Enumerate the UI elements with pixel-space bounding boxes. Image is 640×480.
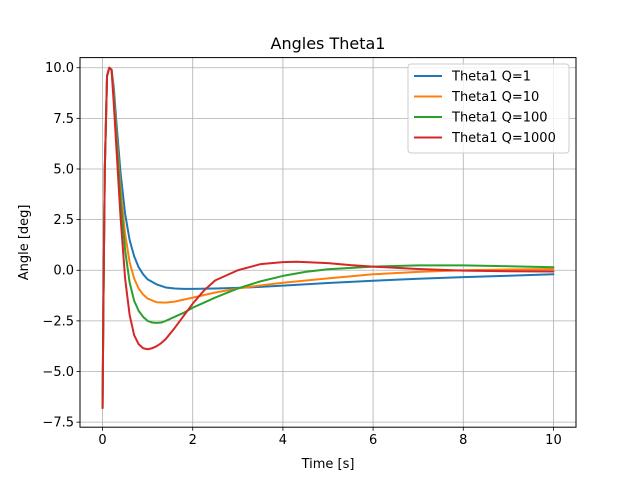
x-axis-label: Time [s] [301,457,355,472]
y-tick-label: 10.0 [45,61,74,76]
y-tick-label: 7.5 [53,112,74,127]
y-tick-label: −2.5 [42,314,74,329]
y-axis: −7.5 −5.0 −2.5 0.0 2.5 5.0 7.5 10.0 [42,61,80,431]
y-tick-label: −5.0 [42,365,74,380]
y-tick-label: 5.0 [53,162,74,177]
legend-label: Theta1 Q=10 [451,90,539,105]
series-line-4 [101,66,555,409]
legend: Theta1 Q=1 Theta1 Q=10 Theta1 Q=100 Theta1 … [407,63,570,154]
x-tick-label: 10 [545,433,562,448]
y-tick-label: −7.5 [42,416,74,431]
legend-box [407,63,570,154]
y-axis-label: Angle [deg] [17,205,32,281]
y-tick-label: 0.0 [53,264,74,279]
x-tick-label: 2 [189,433,197,448]
x-tick-label: 8 [459,433,467,448]
legend-label: Theta1 Q=100 [451,111,548,126]
x-tick-label: 4 [279,433,287,448]
x-tick-label: 6 [369,433,377,448]
series-layer [101,66,555,409]
y-tick-label: 2.5 [53,213,74,228]
legend-label: Theta1 Q=1 [451,70,531,85]
x-axis: 0 2 4 6 8 10 [98,427,562,448]
x-tick-label: 0 [98,433,106,448]
legend-label: Theta1 Q=1000 [451,131,556,146]
plot-frame [79,57,577,428]
chart-title: Angles Theta1 [271,34,386,53]
